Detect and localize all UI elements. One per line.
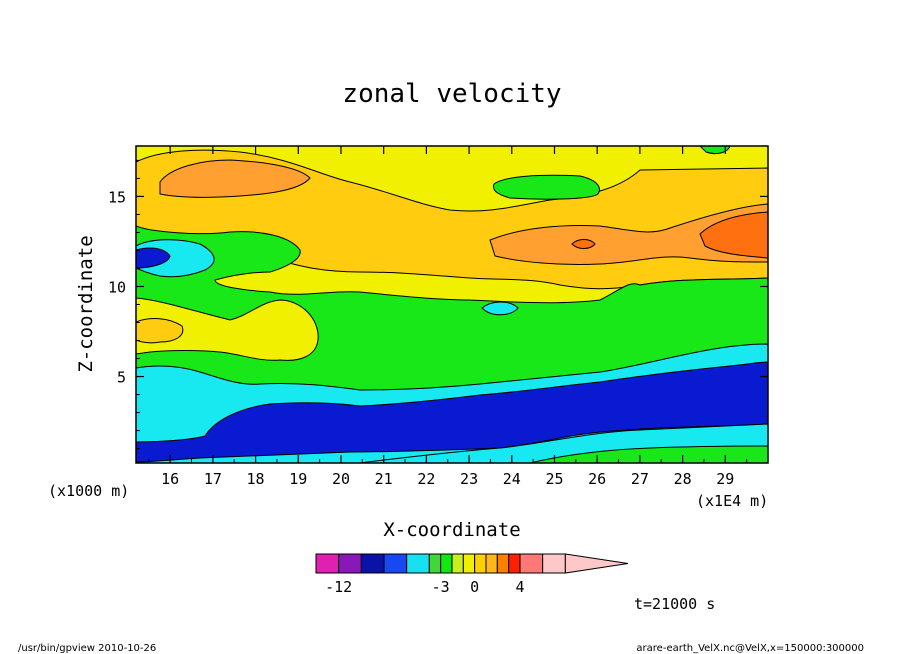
colorbar-tick-label: 4 bbox=[515, 578, 524, 596]
colorbar-segment bbox=[315, 553, 340, 574]
band-orange-top-left bbox=[159, 159, 311, 198]
band-blue-main bbox=[136, 361, 768, 463]
colorbar-segment bbox=[428, 553, 442, 574]
colorbar-segment bbox=[485, 553, 498, 574]
x-tick-label: 19 bbox=[289, 470, 307, 488]
y-tick-label: 15 bbox=[108, 188, 126, 206]
x-tick-label: 23 bbox=[460, 470, 478, 488]
band-orange-lobe bbox=[136, 318, 184, 344]
band-green-bottom bbox=[529, 445, 768, 463]
x-tick-label: 25 bbox=[545, 470, 563, 488]
colorbar-segment bbox=[360, 553, 385, 574]
x-tick-label: 16 bbox=[161, 470, 179, 488]
colorbar-segment bbox=[383, 553, 408, 574]
band-orange-core bbox=[699, 211, 768, 259]
colorbar-arrow bbox=[564, 553, 629, 574]
z-unit-note: (x1000 m) bbox=[48, 482, 129, 500]
colorbar-segment bbox=[508, 553, 521, 574]
footer-left: /usr/bin/gpview 2010-10-26 bbox=[18, 643, 156, 654]
band-blue-left bbox=[136, 247, 171, 269]
y-axis-label: Z-coordinate bbox=[75, 235, 97, 372]
x-tick-label: 21 bbox=[375, 470, 393, 488]
colorbar-segment bbox=[451, 553, 464, 574]
colorbar: -12 -3 0 4 bbox=[315, 553, 629, 596]
y-ticks: 5 10 15 bbox=[108, 159, 768, 450]
y-tick-label: 10 bbox=[108, 278, 126, 296]
colorbar-segment bbox=[406, 553, 430, 574]
colorbar-segment bbox=[519, 553, 544, 574]
x-tick-label: 20 bbox=[332, 470, 350, 488]
colorbar-segment bbox=[462, 553, 476, 574]
contour-field bbox=[136, 146, 768, 463]
band-orange-right bbox=[489, 203, 768, 266]
y-tick-label: 5 bbox=[117, 369, 126, 387]
x-unit-note: (x1E4 m) bbox=[696, 492, 768, 510]
time-label: t=21000 s bbox=[634, 595, 715, 613]
x-tick-label: 18 bbox=[247, 470, 265, 488]
x-ticks: 16 17 18 19 20 21 22 23 24 25 26 27 28 29 bbox=[148, 146, 748, 488]
x-tick-label: 24 bbox=[503, 470, 521, 488]
x-tick-label: 22 bbox=[417, 470, 435, 488]
colorbar-tick-label: -12 bbox=[325, 578, 352, 596]
chart-title: zonal velocity bbox=[342, 79, 561, 109]
x-tick-label: 29 bbox=[716, 470, 734, 488]
colorbar-segment bbox=[474, 553, 487, 574]
band-yellow-lobe bbox=[136, 297, 319, 361]
colorbar-segment bbox=[542, 553, 566, 574]
x-tick-label: 27 bbox=[631, 470, 649, 488]
band-green-island-top bbox=[493, 174, 600, 200]
footer-right: arare-earth_VelX.nc@VelX,x=150000:300000 bbox=[636, 643, 864, 654]
band-cyan-spot bbox=[481, 301, 519, 316]
colorbar-segment bbox=[440, 553, 453, 574]
band-orange-spot bbox=[571, 239, 596, 249]
colorbar-segment bbox=[338, 553, 362, 574]
colorbar-tick-label: -3 bbox=[432, 578, 450, 596]
x-axis-label: X-coordinate bbox=[383, 519, 520, 541]
x-tick-label: 17 bbox=[204, 470, 222, 488]
x-tick-label: 28 bbox=[674, 470, 692, 488]
colorbar-segment bbox=[496, 553, 510, 574]
x-tick-label: 26 bbox=[588, 470, 606, 488]
colorbar-tick-label: 0 bbox=[470, 578, 479, 596]
